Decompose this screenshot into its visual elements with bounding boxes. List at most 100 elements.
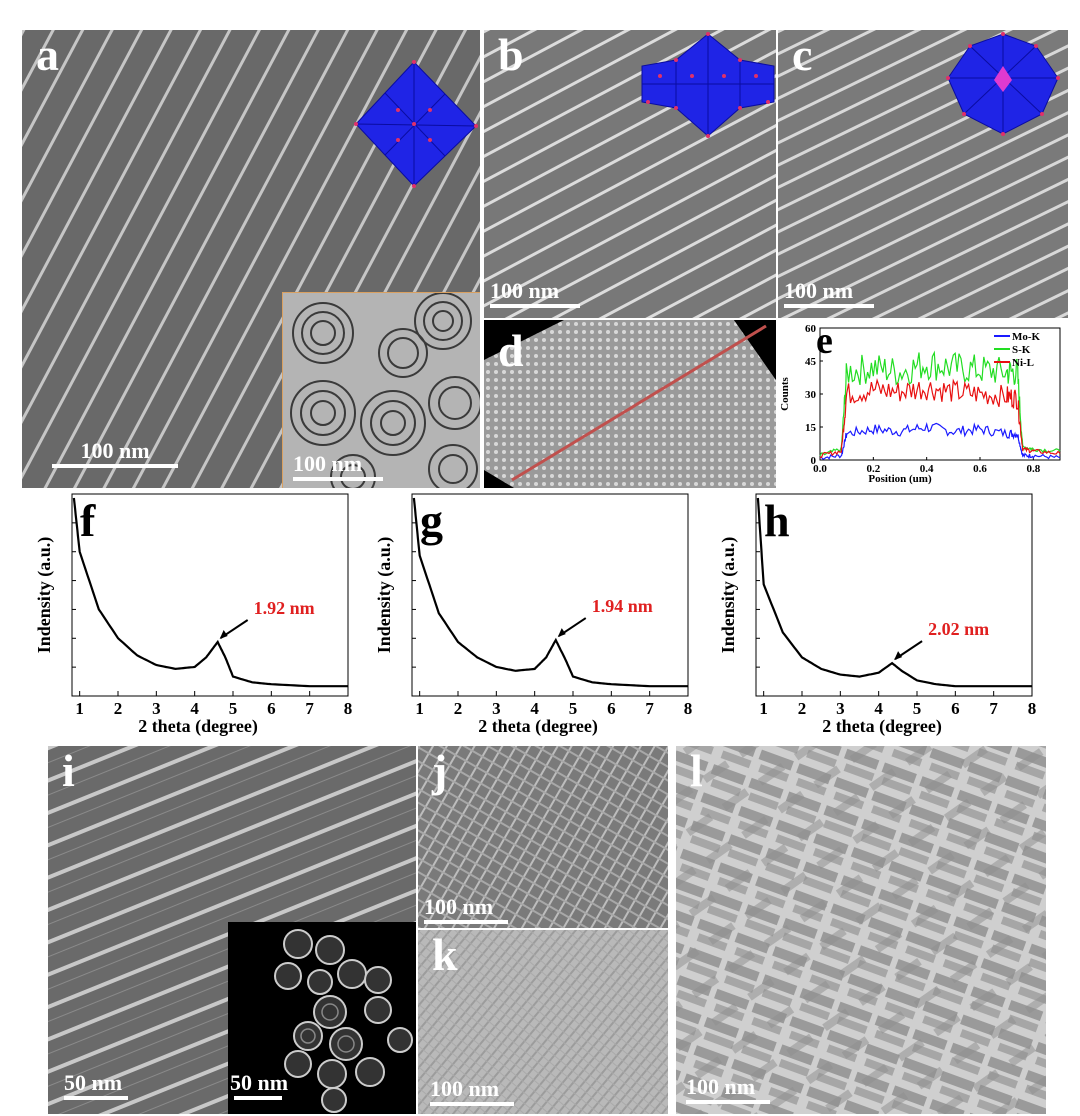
xrd-curve-f bbox=[72, 497, 348, 688]
xrd-chart-g: 1 2 3 4 5 6 7 8 2 theta (degree) Indensity (a.u.)… bbox=[374, 493, 693, 737]
panel-label-c: c bbox=[792, 30, 813, 80]
x-axis-label-e: Position (um) bbox=[868, 473, 932, 485]
y-tick-label-e: 60 bbox=[805, 323, 817, 335]
panel-label-l: l bbox=[690, 746, 703, 796]
panel-label-g: g bbox=[420, 495, 443, 546]
peak-arrowhead-h bbox=[894, 651, 903, 661]
panel-label-b: b bbox=[498, 30, 524, 80]
haadf-image-d bbox=[484, 320, 776, 488]
inset-a: 100 nm bbox=[282, 292, 480, 488]
polyhedron-keggin-icon bbox=[641, 32, 775, 138]
xrd-chart-f: 1 2 3 4 5 6 7 8 2 theta (degree) Indensity (a.u.)… bbox=[34, 493, 353, 737]
x-tick-label-h: 6 bbox=[951, 699, 960, 718]
y-tick-label-e: 30 bbox=[805, 389, 817, 401]
scalebar-label-j: 100 nm bbox=[424, 894, 494, 919]
scalebar-l: 100 nm bbox=[686, 1076, 770, 1104]
panel-label-e: e bbox=[816, 320, 833, 362]
x-tick-label-f: 1 bbox=[75, 699, 84, 718]
scalebar-label-c: 100 nm bbox=[784, 278, 854, 303]
scalebar-a: 100 nm bbox=[52, 440, 178, 468]
tem-image-l bbox=[676, 746, 1046, 1114]
x-tick-label-f: 7 bbox=[305, 699, 314, 718]
plot-frame-h bbox=[755, 493, 1033, 697]
panel-i: i 50 nm 50 nm bbox=[48, 746, 416, 1114]
x-tick-label-h: 2 bbox=[798, 699, 807, 718]
xrd-chart-h: 1 2 3 4 5 6 7 8 2 theta (degree) Indensity (a.u.)… bbox=[718, 493, 1037, 737]
panel-j: j 100 nm bbox=[418, 746, 668, 928]
x-tick-label-g: 5 bbox=[569, 699, 578, 718]
panel-k: k 100 nm bbox=[418, 930, 668, 1114]
x-tick-label-e: 0.8 bbox=[1026, 463, 1040, 475]
x-tick-label-h: 1 bbox=[759, 699, 768, 718]
x-axis-label-g: 2 theta (degree) bbox=[478, 716, 598, 737]
scalebar-label-l: 100 nm bbox=[686, 1074, 756, 1099]
panel-d: d bbox=[484, 320, 776, 488]
eds-line-profile-chart: 0 15 30 45 60 0.0 0.2 0.4 0.6 0.8 Position (um) Cou… bbox=[779, 323, 1061, 485]
plot-frame-g bbox=[411, 493, 689, 697]
x-tick-label-g: 8 bbox=[684, 699, 693, 718]
tem-image-j bbox=[418, 746, 668, 928]
x-tick-label-f: 5 bbox=[229, 699, 238, 718]
x-tick-label-g: 2 bbox=[454, 699, 463, 718]
x-tick-label-e: 0.4 bbox=[920, 463, 934, 475]
panel-b: b 100 nm bbox=[484, 30, 776, 318]
x-tick-label-f: 8 bbox=[344, 699, 353, 718]
x-tick-label-h: 5 bbox=[913, 699, 922, 718]
panel-h: 1 2 3 4 5 6 7 8 2 theta (degree) Indensity (a.u.)… bbox=[718, 490, 1050, 750]
panel-f: 1 2 3 4 5 6 7 8 2 theta (degree) Indensity (a.u.)… bbox=[34, 490, 366, 750]
x-tick-label-h: 3 bbox=[836, 699, 845, 718]
peak-annotation-h: 2.02 nm bbox=[928, 619, 989, 639]
panel-g: 1 2 3 4 5 6 7 8 2 theta (degree) Indensity (a.u.)… bbox=[374, 490, 706, 750]
scalebar-i: 50 nm bbox=[64, 1072, 128, 1100]
y-axis-label-g: Indensity (a.u.) bbox=[374, 537, 395, 654]
scalebar-label-a: 100 nm bbox=[80, 438, 150, 463]
panel-a: a 100 nm bbox=[22, 30, 480, 488]
x-tick-label-g: 7 bbox=[645, 699, 654, 718]
legend-label-mo-k: Mo-K bbox=[1012, 331, 1041, 343]
panel-l: l 100 nm bbox=[676, 746, 1046, 1114]
scalebar-label-i: 50 nm bbox=[64, 1070, 123, 1095]
xrd-curve-h bbox=[756, 497, 1032, 688]
scalebar-b: 100 nm bbox=[490, 280, 580, 308]
y-tick-label-e: 0 bbox=[811, 455, 817, 467]
polyhedron-octahedral-icon bbox=[354, 60, 478, 188]
x-tick-label-g: 6 bbox=[607, 699, 616, 718]
plot-frame-f bbox=[71, 493, 349, 697]
y-axis-label-h: Indensity (a.u.) bbox=[718, 537, 739, 654]
x-tick-label-f: 4 bbox=[190, 699, 199, 718]
panel-label-i: i bbox=[62, 746, 75, 796]
x-tick-label-e: 0.6 bbox=[973, 463, 987, 475]
panel-e: 0 15 30 45 60 0.0 0.2 0.4 0.6 0.8 Position (um) Cou… bbox=[778, 320, 1070, 488]
x-tick-label-e: 0.0 bbox=[813, 463, 827, 475]
x-tick-label-g: 3 bbox=[492, 699, 501, 718]
series-line-mo-k bbox=[819, 422, 1061, 460]
scalebar-label-inset-a: 100 nm bbox=[293, 451, 363, 476]
panel-c: c 100 nm bbox=[778, 30, 1068, 318]
panel-label-k: k bbox=[432, 930, 458, 980]
x-tick-label-e: 0.2 bbox=[866, 463, 880, 475]
tem-image-k bbox=[418, 930, 668, 1114]
x-tick-label-g: 4 bbox=[530, 699, 539, 718]
x-tick-label-f: 3 bbox=[152, 699, 161, 718]
inset-image-i bbox=[274, 929, 413, 1113]
y-tick-label-e: 45 bbox=[805, 356, 817, 368]
polyhedron-dawson-icon bbox=[946, 32, 1060, 136]
scalebar-inset-i: 50 nm bbox=[230, 1070, 289, 1100]
scalebar-label-inset-i: 50 nm bbox=[230, 1070, 289, 1095]
x-tick-label-g: 1 bbox=[415, 699, 424, 718]
scalebar-c: 100 nm bbox=[784, 280, 874, 308]
peak-arrowhead-f bbox=[219, 630, 228, 639]
scalebar-j: 100 nm bbox=[424, 896, 508, 924]
peak-annotation-f: 1.92 nm bbox=[254, 598, 315, 618]
legend-label-s-k: S-K bbox=[1012, 344, 1031, 356]
series-line-ni-l bbox=[819, 378, 1061, 459]
scalebar-label-b: 100 nm bbox=[490, 278, 560, 303]
x-tick-label-h: 8 bbox=[1028, 699, 1037, 718]
panel-label-a: a bbox=[36, 30, 59, 80]
x-tick-label-h: 4 bbox=[874, 699, 883, 718]
panel-label-h: h bbox=[764, 495, 790, 546]
x-axis-label-h: 2 theta (degree) bbox=[822, 716, 942, 737]
inset-i: 50 nm bbox=[228, 922, 416, 1114]
x-axis-label-f: 2 theta (degree) bbox=[138, 716, 258, 737]
x-tick-label-f: 6 bbox=[267, 699, 276, 718]
